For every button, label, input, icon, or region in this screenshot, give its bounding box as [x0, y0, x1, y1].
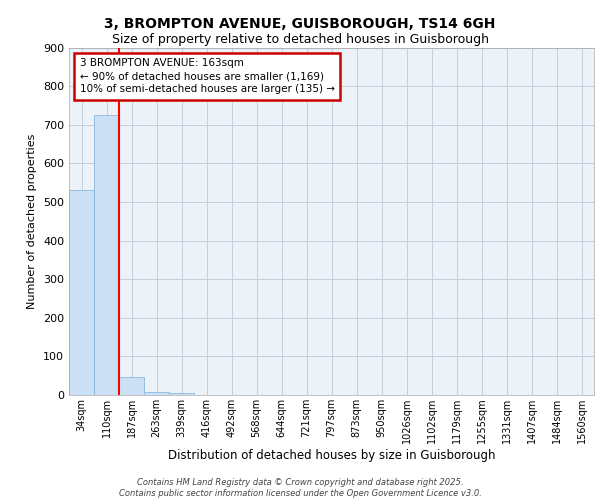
Text: 3 BROMPTON AVENUE: 163sqm
← 90% of detached houses are smaller (1,169)
10% of se: 3 BROMPTON AVENUE: 163sqm ← 90% of detac… [79, 58, 335, 94]
Bar [119, 377, 144, 395]
Bar [94, 115, 119, 395]
Text: 3, BROMPTON AVENUE, GUISBOROUGH, TS14 6GH: 3, BROMPTON AVENUE, GUISBOROUGH, TS14 6G… [104, 18, 496, 32]
Bar [69, 190, 94, 395]
Bar [144, 392, 169, 395]
Y-axis label: Number of detached properties: Number of detached properties [28, 134, 37, 309]
Text: Contains HM Land Registry data © Crown copyright and database right 2025.
Contai: Contains HM Land Registry data © Crown c… [119, 478, 481, 498]
Bar [169, 393, 194, 395]
Text: Size of property relative to detached houses in Guisborough: Size of property relative to detached ho… [112, 32, 488, 46]
X-axis label: Distribution of detached houses by size in Guisborough: Distribution of detached houses by size … [168, 449, 495, 462]
